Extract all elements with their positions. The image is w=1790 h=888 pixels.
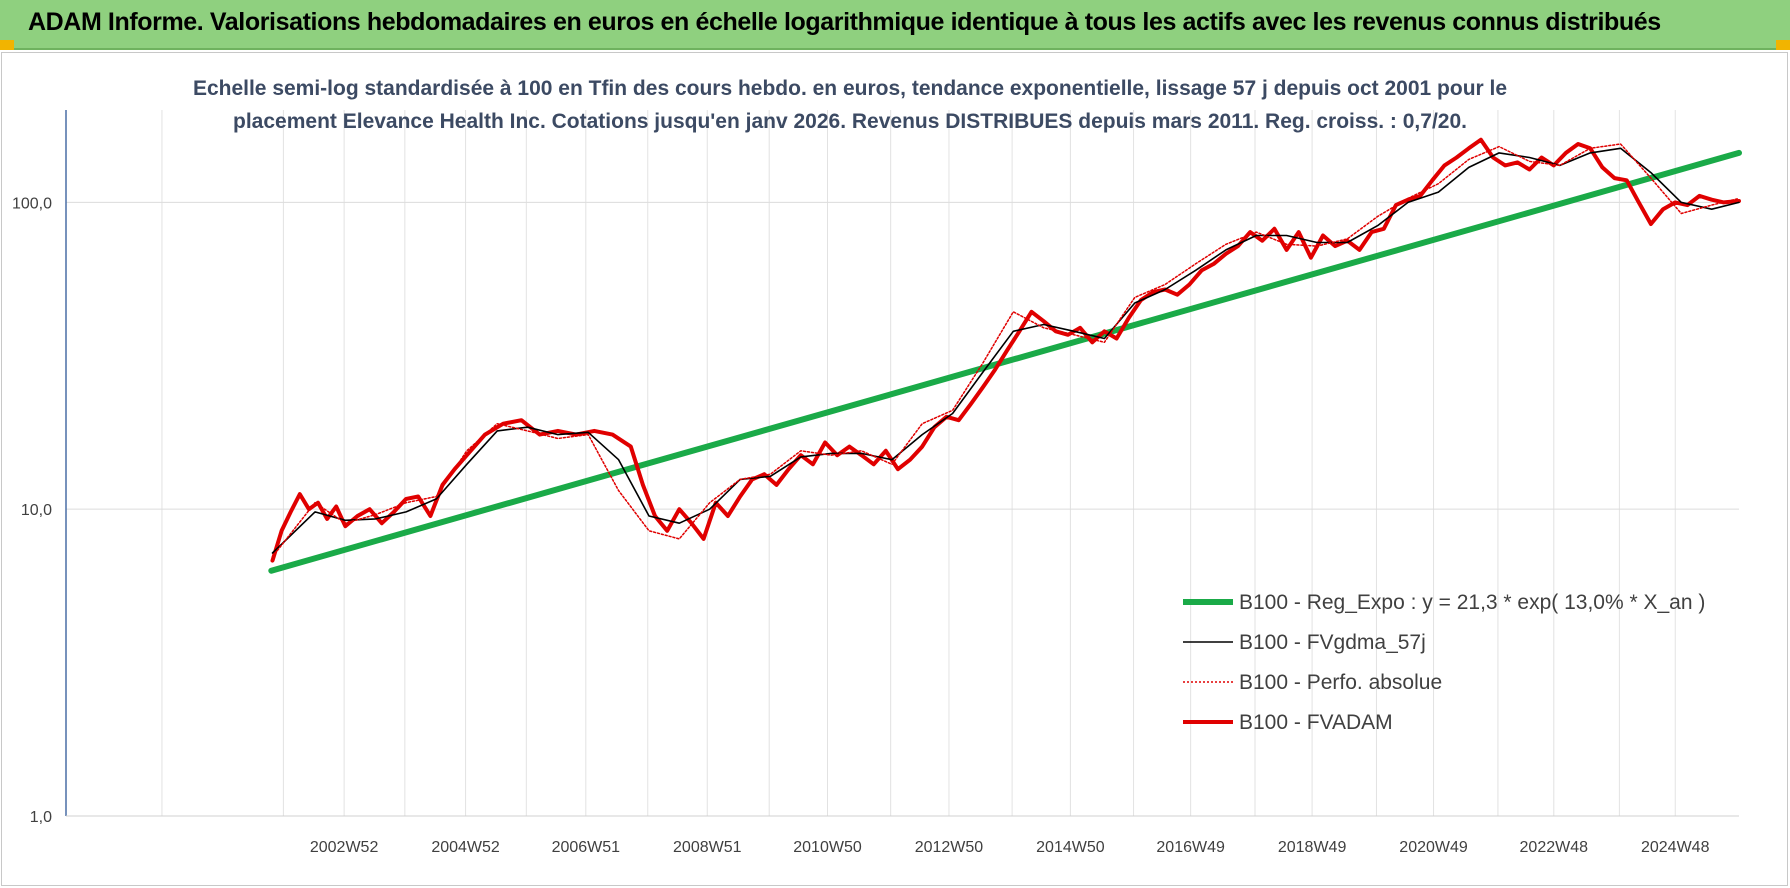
legend: B100 - Reg_Expo : y = 21,3 * exp( 13,0% … [1183, 591, 1705, 734]
x-tick-label: 2014W50 [1036, 839, 1105, 856]
x-tick-label: 2010W50 [793, 839, 862, 856]
legend-label: B100 - Perfo. absolue [1239, 671, 1442, 694]
axes: 1,0 10,0 100,0 2002W52 2004W52 2006W51 2008W51… [12, 110, 1739, 856]
corner-marker-left [0, 40, 14, 50]
x-tick-label: 2008W51 [673, 839, 742, 856]
legend-label: B100 - Reg_Expo : y = 21,3 * exp( 13,0% … [1239, 591, 1705, 614]
x-tick-label: 2012W50 [915, 839, 984, 856]
x-tick-label: 2002W52 [310, 839, 379, 856]
chart-title-line-1: Echelle semi-log standardisée à 100 en T… [192, 77, 1508, 100]
x-tick-label: 2018W49 [1278, 839, 1347, 856]
y-tick-label: 100,0 [12, 195, 52, 212]
grid-lines [66, 110, 1739, 817]
x-tick-label: 2020W49 [1399, 839, 1468, 856]
legend-label: B100 - FVgdma_57j [1239, 631, 1426, 654]
chart-title-line-2: placement Elevance Health Inc. Cotations… [233, 110, 1467, 133]
x-tick-label: 2024W48 [1641, 839, 1710, 856]
series-line-1 [271, 147, 1740, 554]
series-line-0 [268, 149, 1742, 574]
legend-label: B100 - FVADAM [1239, 711, 1393, 734]
y-tick-label: 1,0 [30, 809, 52, 826]
y-tick-label: 10,0 [21, 502, 52, 519]
x-tick-label: 2022W48 [1520, 839, 1589, 856]
corner-marker-right [1776, 40, 1790, 50]
x-tick-label: 2006W51 [552, 839, 621, 856]
series-line-3 [270, 137, 1741, 563]
chart-frame [1, 52, 1788, 886]
title-banner: ADAM Informe. Valorisations hebdomadaire… [0, 0, 1790, 50]
x-tick-label: 2016W49 [1156, 839, 1225, 856]
x-tick-label: 2004W52 [431, 839, 500, 856]
series-line-2 [271, 143, 1740, 558]
banner-title: ADAM Informe. Valorisations hebdomadaire… [28, 8, 1661, 36]
series-group [268, 137, 1742, 574]
